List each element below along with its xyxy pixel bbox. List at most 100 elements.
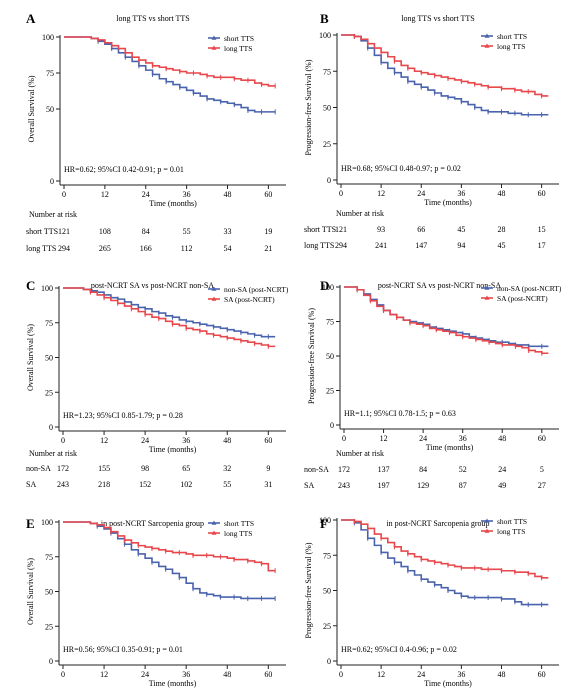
y-axis-label: Progression-free Survival (%): [304, 542, 313, 638]
risk-value: 54: [224, 244, 232, 253]
x-axis-label: Time (months): [149, 199, 197, 208]
risk-value: 102: [180, 480, 192, 489]
chart-title: in post-NCRT Sarcopenia group: [101, 519, 204, 528]
panel-letter: C: [26, 278, 35, 293]
risk-value: 172: [57, 464, 69, 473]
risk-row-label: short TTS: [26, 227, 58, 236]
series-line-blue: [341, 519, 549, 606]
x-tick-label: 24: [141, 436, 149, 445]
legend-label: non-SA (post-NCRT): [497, 284, 562, 293]
legend-label: non-SA (post-NCRT): [224, 285, 289, 294]
risk-value: 55: [183, 227, 191, 236]
risk-value: 112: [181, 244, 193, 253]
risk-value: 49: [498, 481, 506, 490]
legend-label: short TTS: [497, 517, 527, 526]
y-tick-label: 100: [41, 284, 53, 293]
hr-annotation: HR=0.62; 95%CI 0.4-0.96; p = 0.02: [341, 645, 457, 654]
x-axis-label: Time (months): [424, 679, 472, 688]
panel-letter: A: [26, 11, 36, 26]
risk-value: 87: [459, 481, 467, 490]
legend-marker: [211, 520, 217, 525]
y-tick-label: 100: [41, 518, 53, 527]
y-tick-label: 0: [330, 421, 334, 430]
risk-value: 31: [264, 480, 272, 489]
risk-value: 93: [377, 225, 385, 234]
risk-row-label: SA: [304, 481, 314, 490]
y-tick-label: 25: [323, 140, 331, 149]
x-tick-label: 0: [339, 189, 343, 198]
risk-value: 137: [378, 465, 390, 474]
legend-marker: [211, 530, 217, 535]
x-tick-label: 12: [377, 189, 385, 198]
risk-table-title: Number at risk: [336, 209, 384, 218]
y-tick-label: 25: [326, 387, 334, 396]
y-tick-label: 25: [45, 622, 53, 631]
risk-value: 147: [415, 241, 427, 250]
x-tick-label: 12: [380, 434, 388, 443]
panel-letter: B: [320, 11, 329, 26]
hr-annotation: HR=1.1; 95%CI 0.78-1.5; p = 0.63: [344, 409, 456, 418]
x-tick-label: 60: [538, 434, 546, 443]
risk-table-title: Number at risk: [29, 449, 77, 458]
risk-row-label: short TTS: [304, 225, 336, 234]
y-tick-label: 75: [45, 319, 53, 328]
x-axis-label: Time (months): [424, 198, 472, 207]
x-tick-label: 24: [417, 670, 425, 679]
legend-label: short TTS: [224, 34, 254, 43]
risk-value: 241: [375, 241, 387, 250]
risk-value: 265: [99, 244, 111, 253]
y-tick-label: 100: [42, 33, 54, 42]
y-tick-label: 25: [323, 622, 331, 631]
x-tick-label: 48: [498, 434, 506, 443]
legend-marker: [211, 296, 217, 301]
legend-marker: [211, 45, 217, 50]
risk-value: 172: [338, 465, 350, 474]
legend-marker: [211, 286, 217, 291]
x-tick-label: 60: [264, 436, 272, 445]
risk-value: 33: [224, 227, 232, 236]
panel-letter: F: [320, 516, 328, 531]
series-line-blue: [63, 521, 276, 600]
x-tick-label: 24: [142, 190, 150, 199]
x-tick-label: 48: [498, 189, 506, 198]
risk-value: 27: [538, 481, 546, 490]
x-tick-label: 48: [223, 670, 231, 679]
y-tick-label: 50: [323, 104, 331, 113]
x-tick-label: 36: [457, 670, 465, 679]
risk-value: 55: [223, 480, 231, 489]
risk-value: 218: [98, 480, 110, 489]
legend-label: long TTS: [224, 529, 252, 538]
y-tick-label: 100: [319, 31, 331, 40]
legend-marker: [211, 35, 217, 40]
series-line-red: [64, 36, 276, 87]
y-tick-label: 0: [327, 657, 331, 666]
x-tick-label: 12: [100, 670, 108, 679]
risk-value: 121: [58, 227, 70, 236]
risk-value: 197: [378, 481, 390, 490]
risk-value: 84: [419, 465, 427, 474]
x-tick-label: 12: [100, 436, 108, 445]
x-tick-label: 60: [264, 670, 272, 679]
x-tick-label: 12: [377, 670, 385, 679]
risk-value: 129: [417, 481, 429, 490]
risk-value: 243: [57, 480, 69, 489]
y-axis-label: Overall Survival (%): [27, 75, 36, 142]
risk-value: 28: [498, 225, 506, 234]
y-tick-label: 100: [319, 516, 331, 525]
legend-marker: [484, 295, 490, 300]
legend-marker: [484, 285, 490, 290]
y-tick-label: 75: [323, 551, 331, 560]
x-tick-label: 48: [498, 670, 506, 679]
legend-marker: [484, 33, 490, 38]
risk-value: 294: [335, 241, 347, 250]
y-tick-label: 75: [323, 67, 331, 76]
y-tick-label: 75: [46, 69, 54, 78]
chart-title: in post-NCRT Sarcopenia group: [386, 519, 489, 528]
x-tick-label: 0: [61, 436, 65, 445]
risk-row-label: long TTS: [26, 244, 56, 253]
risk-row-label: long TTS: [304, 241, 334, 250]
y-axis-label: Progression-free Survival (%): [307, 308, 316, 404]
